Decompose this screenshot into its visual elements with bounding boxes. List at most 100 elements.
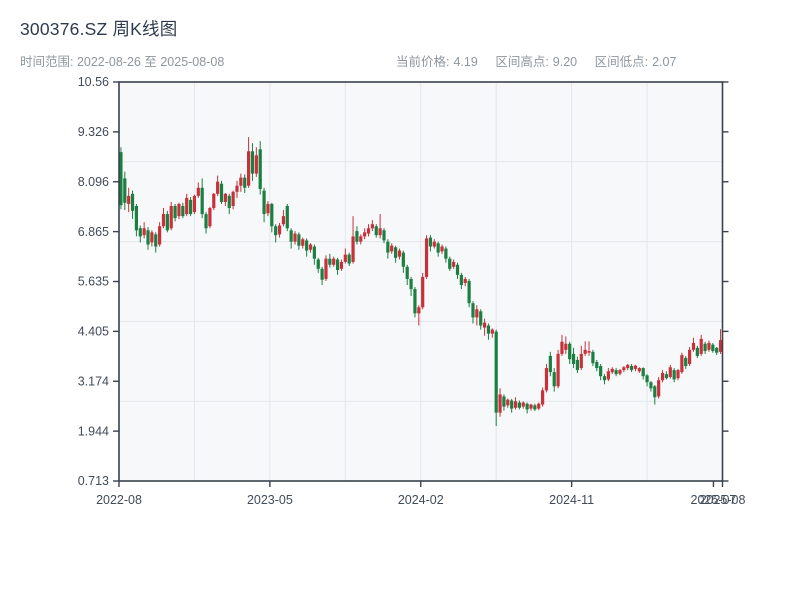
candle-body — [463, 278, 467, 283]
candle-body — [169, 205, 173, 229]
candle-body — [668, 367, 672, 377]
x-tick-label: 2025-08 — [700, 493, 746, 507]
candle-body — [181, 205, 185, 217]
y-tick-label: 1.944 — [78, 424, 109, 438]
candle-body — [127, 195, 131, 204]
y-tick-label: 6.865 — [78, 225, 109, 239]
candle-body — [614, 370, 618, 375]
candle-body — [494, 331, 498, 413]
x-tick-label: 2024-11 — [549, 493, 594, 507]
candle-body — [142, 228, 146, 236]
range-low-value: 2.07 — [652, 55, 677, 69]
current-price-value: 4.19 — [453, 55, 478, 69]
candle-body — [312, 246, 316, 259]
candle-body — [161, 214, 166, 227]
candle-body — [424, 238, 429, 277]
candle-body — [328, 258, 332, 265]
candle-body — [517, 402, 521, 408]
candle-body — [475, 309, 479, 318]
candle-body — [216, 181, 220, 194]
candle-body — [394, 247, 398, 258]
candle-body — [196, 187, 200, 196]
candle-body — [560, 341, 564, 354]
candle-body — [521, 402, 525, 407]
candle-body — [633, 365, 638, 369]
candle-body — [231, 191, 235, 206]
candle-body — [533, 405, 537, 410]
candle-body — [355, 231, 359, 242]
candle-body — [277, 225, 282, 235]
candle-body — [250, 151, 255, 174]
candle-body — [281, 216, 286, 225]
candle-body — [413, 289, 417, 314]
candle-body — [185, 197, 189, 215]
candle-body — [173, 205, 177, 219]
candle-body — [192, 195, 197, 213]
candle-body — [510, 400, 514, 409]
candle-body — [626, 364, 630, 369]
candle-body — [351, 236, 355, 262]
y-tick-label: 5.635 — [78, 275, 109, 289]
x-tick-label: 2024-02 — [398, 493, 444, 507]
candle-body — [212, 193, 216, 209]
candle-body — [486, 325, 491, 334]
candle-body — [134, 205, 139, 231]
y-tick-label: 3.174 — [78, 374, 109, 388]
candle-body — [347, 254, 351, 264]
candle-body — [254, 155, 258, 174]
candle-body — [684, 357, 688, 367]
candle-body — [707, 342, 711, 350]
candle-body — [529, 404, 533, 409]
candle-body — [448, 258, 452, 269]
candle-body — [556, 353, 560, 387]
candle-body — [305, 240, 309, 251]
candle-body — [405, 266, 409, 279]
candle-body — [158, 226, 162, 245]
candle-body — [591, 351, 595, 364]
y-tick-label: 0.713 — [78, 474, 109, 488]
candle-body — [564, 343, 568, 350]
candle-body — [602, 376, 607, 381]
candle-body — [544, 368, 549, 391]
candle-body — [289, 230, 293, 242]
candle-body — [165, 214, 169, 231]
range-high-label: 区间高点: — [495, 55, 549, 69]
y-tick-label: 8.096 — [78, 175, 109, 189]
candle-body — [343, 254, 347, 262]
candle-body — [366, 228, 371, 234]
candle-body — [583, 349, 587, 354]
candle-body — [146, 230, 150, 245]
page-title: 300376.SZ 周K线图 — [20, 19, 178, 39]
candle-body — [154, 234, 158, 247]
candle-body — [587, 351, 591, 353]
candle-body — [525, 403, 529, 410]
candle-body — [227, 195, 231, 209]
candle-body — [482, 322, 487, 328]
candle-body — [595, 361, 599, 369]
range-high-stat: 区间高点: 9.20 — [495, 55, 577, 69]
candle-body — [219, 183, 224, 202]
y-tick-label: 10.56 — [78, 75, 109, 89]
range-low-label: 区间低点: — [594, 55, 649, 69]
candle-body — [378, 228, 382, 236]
candle-body — [672, 370, 676, 380]
candle-body — [610, 368, 614, 373]
candle-body — [297, 234, 301, 246]
candle-body — [622, 367, 626, 371]
candle-body — [258, 149, 262, 189]
candle-body — [246, 151, 251, 186]
candle-body — [363, 232, 367, 237]
candle-body — [649, 382, 653, 389]
candle-body — [432, 241, 436, 247]
candle-body — [262, 190, 266, 215]
candle-body — [629, 366, 634, 371]
candle-body — [130, 193, 135, 211]
candle-body — [320, 268, 324, 280]
y-tick-label: 9.326 — [78, 125, 109, 139]
candle-body — [359, 236, 363, 242]
candle-body — [235, 185, 239, 192]
candle-body — [571, 353, 576, 365]
candle-body — [200, 187, 204, 215]
candle-body — [699, 338, 703, 354]
